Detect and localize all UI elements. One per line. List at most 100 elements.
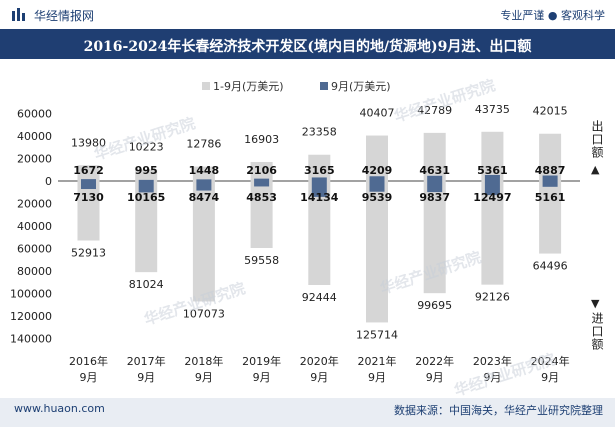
bar-cumulative-import (539, 181, 562, 254)
data-label-cumulative-export: 42789 (417, 104, 452, 117)
legend-label-month: 9月(万美元) (331, 80, 391, 93)
data-label-cumulative-export: 42015 (533, 105, 568, 118)
bar-month-export (254, 178, 270, 181)
footer-source: 数据来源：中国海关，华经产业研究院整理 (394, 404, 603, 417)
bar-month-export (311, 177, 327, 181)
logo-icon (12, 8, 25, 21)
bar-cumulative-import (481, 181, 504, 285)
bar-month-export (427, 175, 443, 181)
bar-cumulative-export (366, 135, 388, 181)
bar-cumulative-export (423, 132, 446, 181)
bar-month-import (427, 181, 443, 193)
data-label-month-import: 12497 (473, 191, 511, 204)
data-label-month-export: 4887 (535, 164, 566, 177)
y-tick-label: 140000 (10, 333, 52, 346)
data-label-cumulative-export: 16903 (244, 133, 279, 146)
brand-name: 华经情报网 (34, 9, 95, 23)
bar-month-export (542, 175, 558, 181)
data-label-month-import: 7130 (73, 191, 104, 204)
data-label-cumulative-export: 23358 (302, 126, 337, 139)
x-tick-label-year: 2022年 (415, 354, 454, 368)
data-label-month-import: 14134 (300, 191, 339, 204)
x-tick-label-month: 9月 (541, 371, 559, 384)
x-tick-label-year: 2023年 (473, 354, 512, 368)
legend-swatch-month (320, 82, 328, 90)
data-label-month-import: 5161 (535, 191, 566, 204)
y-tick-label: 120000 (10, 310, 52, 323)
bar-cumulative-import (366, 181, 388, 323)
bar-cumulative-export (135, 169, 158, 181)
data-label-month-export: 995 (135, 164, 158, 177)
y-tick-label: 60000 (17, 243, 52, 256)
bar-month-import (81, 181, 96, 190)
chart: 1-9月(万美元) 9月(万美元) 60000 40000 20000 0 20000 400… (10, 80, 580, 384)
import-arrow-icon: ▼ (591, 297, 600, 310)
data-label-cumulative-export: 12786 (186, 138, 221, 151)
data-label-month-import: 4853 (246, 191, 277, 204)
title-bar (0, 29, 615, 59)
bar-month-import (138, 181, 154, 193)
data-label-cumulative-import: 125714 (356, 328, 398, 341)
bar-cumulative-export (77, 165, 100, 181)
data-label-cumulative-import: 92444 (302, 291, 337, 304)
data-label-month-export: 4631 (419, 164, 450, 177)
export-arrow-icon: ▲ (591, 163, 600, 176)
bar-cumulative-import (423, 181, 446, 294)
y-tick-label: 40000 (17, 220, 52, 233)
bar-month-export (369, 176, 385, 181)
data-label-month-export: 2106 (246, 164, 277, 177)
bar-cumulative-export (250, 161, 273, 181)
data-label-cumulative-export: 13980 (71, 136, 106, 149)
data-label-month-import: 10165 (127, 191, 165, 204)
data-label-cumulative-export: 10223 (129, 140, 164, 153)
x-tick-label-year: 2016年 (69, 354, 108, 368)
data-label-month-export: 1448 (189, 164, 220, 177)
data-label-cumulative-import: 107073 (183, 307, 225, 320)
bar-cumulative-import (250, 181, 273, 249)
y-tick-label: 40000 (17, 130, 52, 143)
data-label-month-import: 8474 (189, 191, 220, 204)
footer-site: www.huaon.com (14, 402, 105, 415)
data-label-cumulative-import: 92126 (475, 291, 510, 304)
y-tick-label: 80000 (17, 265, 52, 278)
x-tick-label-month: 9月 (368, 371, 386, 384)
data-label-cumulative-import: 59558 (244, 254, 279, 267)
data-label-cumulative-export: 43735 (475, 103, 510, 116)
x-tick-label-month: 9月 (137, 371, 155, 384)
x-tick-label-year: 2024年 (531, 354, 570, 368)
x-tick-label-month: 9月 (195, 371, 213, 384)
y-tick-label: 20000 (17, 198, 52, 211)
bar-month-export (196, 179, 212, 181)
data-label-cumulative-import: 81024 (129, 278, 164, 291)
bar-cumulative-export (308, 154, 331, 181)
data-label-month-export: 1672 (73, 164, 104, 177)
bar-cumulative-import (135, 181, 158, 273)
y-tick-label: 60000 (17, 108, 52, 121)
x-tick-label-year: 2018年 (184, 354, 223, 368)
legend-label-cumulative: 1-9月(万美元) (213, 80, 284, 93)
import-axis-label: 进口额 (590, 312, 604, 351)
tagline: 专业严谨 ● 客观科学 (500, 9, 605, 22)
bar-month-import (196, 181, 212, 191)
bar-month-export (81, 179, 96, 181)
x-tick-label-month: 9月 (426, 371, 444, 384)
export-axis-label: 出口额 (590, 120, 604, 159)
footer-bar (0, 398, 615, 427)
bar-cumulative-import (192, 181, 215, 302)
bar-cumulative-export (539, 133, 562, 181)
bar-month-import (311, 181, 327, 197)
bar-month-import (542, 181, 558, 187)
top-bar: 华经情报网 专业严谨 ● 客观科学 (0, 0, 615, 28)
data-label-month-import: 9837 (419, 191, 450, 204)
x-tick-label-year: 2020年 (300, 354, 339, 368)
data-label-month-export: 5361 (477, 164, 508, 177)
y-tick-label: 0 (45, 175, 52, 188)
x-tick-label-year: 2017年 (127, 354, 166, 368)
bar-cumulative-import (308, 181, 331, 285)
y-tick-label: 100000 (10, 288, 52, 301)
y-tick-label: 20000 (17, 153, 52, 166)
x-tick-label-year: 2021年 (358, 354, 397, 368)
data-label-month-import: 9539 (362, 191, 393, 204)
bar-cumulative-export (192, 166, 215, 181)
